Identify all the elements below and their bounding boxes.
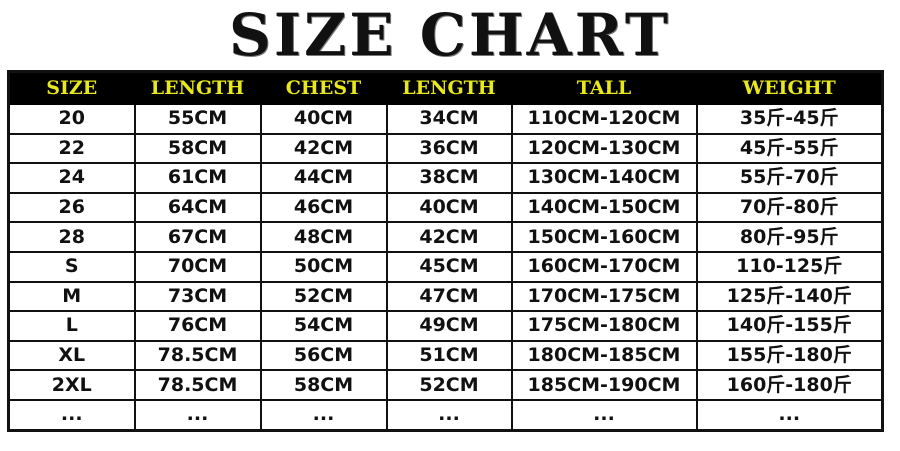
table-row: 2XL 78.5CM 58CM 52CM 185CM-190CM 160斤-180斤 xyxy=(7,369,884,401)
column-header: LENGTH xyxy=(133,70,262,105)
table-row: M 73CM 52CM 47CM 170CM-175CM 125斤-140斤 xyxy=(7,280,884,313)
table-cell: 44CM xyxy=(259,162,388,194)
table-cell: 120CM-130CM xyxy=(510,132,698,165)
table-row: .................. xyxy=(7,398,884,432)
table-row: 20 55CM 40CM 34CM 110CM-120CM 35斤-45斤 xyxy=(7,103,884,135)
table-cell: 54CM xyxy=(259,310,388,342)
table-cell: 51CM xyxy=(385,339,513,372)
table-cell: 80斤-95斤 xyxy=(695,221,884,253)
table-cell: 160CM-170CM xyxy=(510,250,698,283)
table-cell: 150CM-160CM xyxy=(510,221,698,253)
table-cell: 78.5CM xyxy=(133,369,262,401)
table-cell: 24 xyxy=(7,162,136,194)
table-cell: 180CM-185CM xyxy=(510,339,698,372)
table-cell: 70CM xyxy=(133,250,262,283)
table-cell: 58CM xyxy=(133,132,262,165)
table-cell: 55CM xyxy=(133,103,262,135)
table-cell: 42CM xyxy=(385,221,513,253)
table-cell: 38CM xyxy=(385,162,513,194)
table-cell: 20 xyxy=(7,103,136,135)
table-cell: 170CM-175CM xyxy=(510,280,698,313)
size-chart-table: SIZE LENGTH CHEST LENGTH TALL WEIGHT 20 55CM 40… xyxy=(7,70,884,432)
table-cell: 40CM xyxy=(385,191,513,224)
table-cell: 140CM-150CM xyxy=(510,191,698,224)
table-cell: 73CM xyxy=(133,280,262,313)
table-cell: 45CM xyxy=(385,250,513,283)
table-cell: 46CM xyxy=(259,191,388,224)
table-row: 26 64CM 46CM 40CM 140CM-150CM 70斤-80斤 xyxy=(7,191,884,224)
table-row: 28 67CM 48CM 42CM 150CM-160CM 80斤-95斤 xyxy=(7,221,884,253)
table-cell: 175CM-180CM xyxy=(510,310,698,342)
table-row: L 76CM 54CM 49CM 175CM-180CM 140斤-155斤 xyxy=(7,310,884,342)
table-cell: 61CM xyxy=(133,162,262,194)
table-cell: 185CM-190CM xyxy=(510,369,698,401)
table-cell: 76CM xyxy=(133,310,262,342)
table-cell: 58CM xyxy=(259,369,388,401)
table-cell: 160斤-180斤 xyxy=(695,369,884,401)
table-cell: 155斤-180斤 xyxy=(695,339,884,372)
table-cell: S xyxy=(7,250,136,283)
table-cell: 125斤-140斤 xyxy=(695,280,884,313)
table-cell: 48CM xyxy=(259,221,388,253)
table-cell: 45斤-55斤 xyxy=(695,132,884,165)
table-cell: 2XL xyxy=(7,369,136,401)
table-cell: ... xyxy=(7,398,136,432)
column-header: TALL xyxy=(510,70,698,105)
column-header: SIZE xyxy=(7,70,136,105)
table-row: 22 58CM 42CM 36CM 120CM-130CM 45斤-55斤 xyxy=(7,132,884,165)
table-row: XL 78.5CM 56CM 51CM 180CM-185CM 155斤-180斤 xyxy=(7,339,884,372)
table-cell: 52CM xyxy=(385,369,513,401)
table-cell: 47CM xyxy=(385,280,513,313)
table-row: 24 61CM 44CM 38CM 130CM-140CM 55斤-70斤 xyxy=(7,162,884,194)
table-cell: XL xyxy=(7,339,136,372)
table-cell: 28 xyxy=(7,221,136,253)
table-row: S 70CM 50CM 45CM 160CM-170CM 110-125斤 xyxy=(7,250,884,283)
table-cell: ... xyxy=(259,398,388,432)
column-header: WEIGHT xyxy=(695,70,884,105)
table-cell: 140斤-155斤 xyxy=(695,310,884,342)
table-cell: 35斤-45斤 xyxy=(695,103,884,135)
table-cell: 36CM xyxy=(385,132,513,165)
column-header: LENGTH xyxy=(385,70,513,105)
table-cell: L xyxy=(7,310,136,342)
table-cell: 130CM-140CM xyxy=(510,162,698,194)
table-cell: 110-125斤 xyxy=(695,250,884,283)
table-cell: ... xyxy=(133,398,262,432)
table-cell: 26 xyxy=(7,191,136,224)
table-cell: 78.5CM xyxy=(133,339,262,372)
table-cell: 55斤-70斤 xyxy=(695,162,884,194)
table-cell: ... xyxy=(510,398,698,432)
table-cell: 110CM-120CM xyxy=(510,103,698,135)
table-cell: 49CM xyxy=(385,310,513,342)
table-cell: 70斤-80斤 xyxy=(695,191,884,224)
column-header: CHEST xyxy=(259,70,388,105)
table-cell: 52CM xyxy=(259,280,388,313)
table-cell: 34CM xyxy=(385,103,513,135)
table-cell: 56CM xyxy=(259,339,388,372)
table-cell: 67CM xyxy=(133,221,262,253)
header-row: SIZE LENGTH CHEST LENGTH TALL WEIGHT xyxy=(7,70,884,105)
table-cell: ... xyxy=(695,398,884,432)
table-cell: M xyxy=(7,280,136,313)
table-cell: ... xyxy=(385,398,513,432)
page-title: SIZE CHART xyxy=(228,1,672,69)
table-cell: 42CM xyxy=(259,132,388,165)
table-cell: 40CM xyxy=(259,103,388,135)
table-cell: 22 xyxy=(7,132,136,165)
table-cell: 50CM xyxy=(259,250,388,283)
table-cell: 64CM xyxy=(133,191,262,224)
